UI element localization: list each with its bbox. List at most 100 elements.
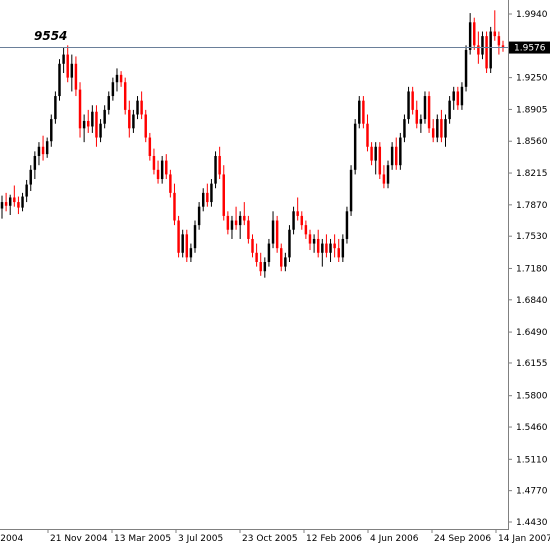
- candle: [436, 114, 439, 143]
- candle: [423, 91, 427, 124]
- candle-body: [62, 54, 65, 64]
- candle: [201, 188, 205, 212]
- candle: [300, 211, 304, 230]
- candle: [444, 114, 447, 147]
- candle-body: [382, 174, 386, 184]
- candle-body: [423, 96, 427, 120]
- candle-body: [243, 215, 246, 221]
- candle: [95, 105, 98, 147]
- candle-body: [103, 109, 106, 124]
- candle-body: [87, 120, 90, 127]
- candle-body: [349, 169, 353, 212]
- candle: [214, 151, 217, 189]
- candle: [464, 45, 468, 92]
- candle-body: [427, 96, 431, 129]
- candle: [304, 220, 308, 239]
- candle-body: [234, 220, 238, 226]
- candle-body: [140, 100, 143, 115]
- candle: [4, 192, 8, 212]
- candle-body: [214, 155, 217, 184]
- candle: [148, 132, 152, 161]
- candle-body: [411, 91, 414, 110]
- candle: [87, 109, 90, 133]
- candle-body: [95, 111, 98, 138]
- y-axis-ticks: 1.9940 1.9250 1.8905 1.8560 1.8215 1.7870 1.75…: [508, 10, 548, 528]
- candle-body: [296, 211, 299, 216]
- candle: [370, 142, 373, 166]
- candle: [197, 202, 201, 230]
- candle-body: [99, 123, 102, 138]
- candle: [156, 160, 160, 184]
- candle-body: [45, 141, 49, 155]
- x-axis-label: 4 Jun 2006: [370, 534, 419, 544]
- y-tick-label: 1.7530: [516, 232, 548, 242]
- y-tick-label: 1.6840: [516, 296, 548, 306]
- candle-body: [280, 248, 283, 267]
- candle-body: [247, 220, 250, 239]
- candle-body: [263, 262, 267, 272]
- candle-body: [300, 215, 304, 226]
- candle-body: [452, 91, 455, 101]
- candle: [353, 119, 357, 175]
- y-tick-label: 1.4430: [516, 518, 548, 528]
- candle: [362, 96, 365, 129]
- candle-body: [431, 128, 435, 138]
- candle-body: [21, 196, 24, 208]
- candle: [111, 77, 115, 101]
- candle: [407, 86, 410, 124]
- candle-body: [312, 238, 316, 244]
- candle: [165, 154, 168, 180]
- y-tick-label: 1.8560: [516, 137, 548, 147]
- candle: [62, 47, 65, 74]
- candle-body: [17, 202, 20, 208]
- candle-body: [156, 169, 160, 180]
- candle: [210, 179, 213, 207]
- candle: [427, 91, 431, 133]
- y-tick-label: 1.5110: [516, 455, 548, 465]
- candle: [115, 68, 119, 92]
- candle: [284, 252, 287, 272]
- candle-body: [181, 234, 184, 253]
- candle-body: [74, 63, 78, 90]
- candle-body: [358, 100, 361, 124]
- candle-body: [230, 220, 234, 230]
- candle: [382, 165, 386, 189]
- y-tick-label: 1.7870: [516, 201, 548, 211]
- candles-layer: [0, 10, 505, 278]
- candle-body: [321, 243, 324, 253]
- y-tick-label: 1.6490: [516, 328, 548, 338]
- candle-body: [222, 174, 225, 216]
- candle-body: [41, 146, 45, 155]
- candle-body: [255, 252, 258, 263]
- candle-body: [394, 146, 398, 166]
- x-axis-label: 23 Oct 2005: [242, 534, 298, 544]
- candle: [25, 179, 28, 203]
- candle-body: [473, 22, 476, 46]
- x-axis-labels: ug 2004 21 Nov 2004 13 Mar 2005 3 Jul 2005 2…: [0, 529, 550, 544]
- candle: [13, 185, 16, 207]
- candle: [33, 151, 37, 180]
- candle-body: [407, 91, 410, 120]
- candle: [403, 114, 406, 143]
- y-tick-label: 1.4770: [516, 487, 548, 497]
- candle-body: [165, 160, 168, 175]
- y-tick-label: 1.5460: [516, 423, 548, 433]
- candle-body: [316, 238, 320, 253]
- x-axis-label: 3 Jul 2005: [178, 534, 223, 544]
- candle: [275, 215, 279, 253]
- candle: [136, 96, 139, 120]
- candle-body: [197, 206, 201, 226]
- candle: [280, 243, 283, 272]
- candle-body: [464, 49, 468, 87]
- candle-body: [337, 248, 340, 258]
- candle-body: [13, 197, 16, 203]
- candle: [468, 13, 472, 55]
- candle-body: [386, 165, 390, 184]
- candle-body: [399, 137, 402, 166]
- candle-body: [169, 174, 172, 193]
- y-tick-label: 1.8215: [516, 169, 548, 179]
- candle-body: [148, 137, 152, 156]
- candle-body: [115, 74, 119, 83]
- candle: [8, 194, 12, 215]
- candle: [292, 206, 295, 235]
